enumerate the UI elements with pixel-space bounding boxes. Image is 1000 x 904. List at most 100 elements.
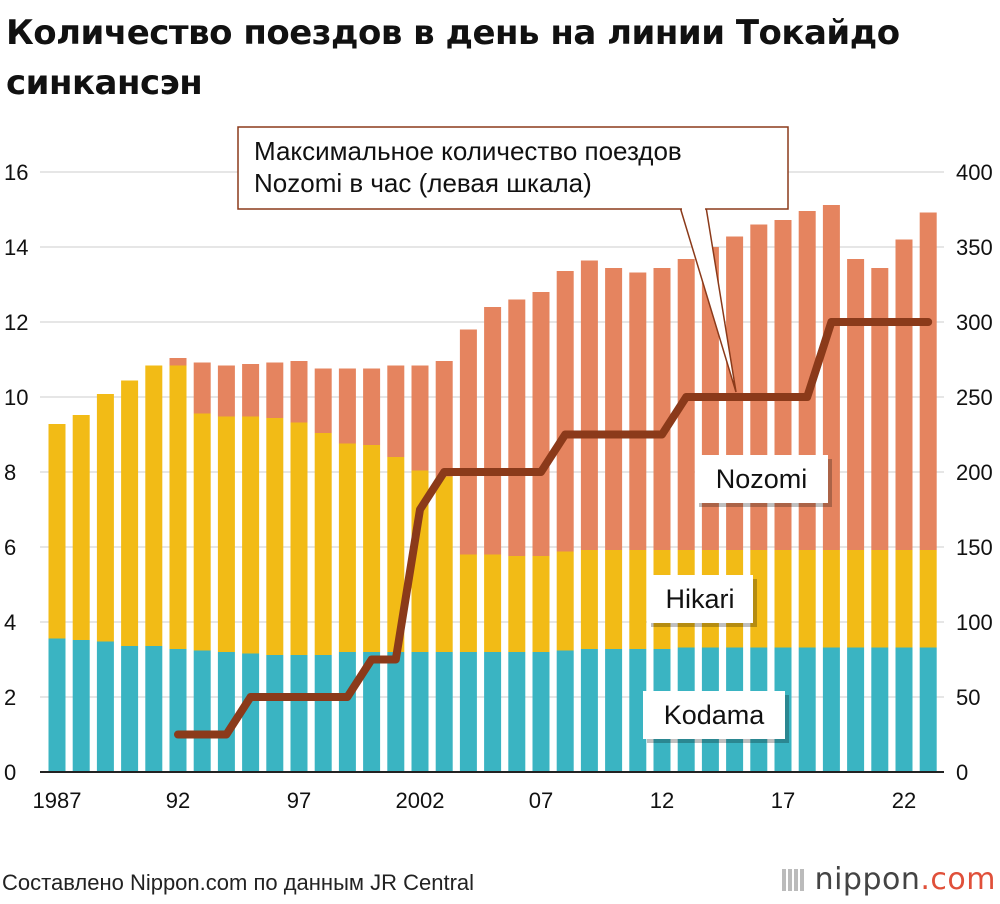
bar-hikari-2004 [459,554,477,652]
bar-hikari-1995 [242,416,260,654]
bar-hikari-1993 [193,413,211,651]
bar-hikari-2019 [822,550,840,648]
bar-nozomi-1998 [314,368,332,433]
bar-hikari-2006 [508,556,526,652]
logo-suffix: .com [920,862,996,897]
bar-hikari-2009 [580,550,598,649]
right-tick-label: 300 [956,310,993,335]
annotation-pointer-joint [682,206,705,210]
bar-kodama-2003 [435,652,453,772]
bar-nozomi-2013 [677,259,695,550]
bar-nozomi-2021 [871,268,889,550]
bar-kodama-1992 [169,649,187,772]
bar-nozomi-2020 [847,259,865,550]
series-label-kodama: Kodama [664,700,766,730]
bar-kodama-1994 [217,652,235,772]
right-tick-label: 400 [956,160,993,185]
x-tick-label: 92 [166,788,190,813]
bar-nozomi-2010 [605,268,623,550]
bar-nozomi-2002 [411,365,429,471]
left-tick-label: 10 [4,385,28,410]
left-tick-label: 2 [4,685,16,710]
bar-hikari-2021 [871,550,889,648]
series-label-box-hikari [647,575,753,623]
annotation-text-line: Максимальное количество поездов [254,136,682,166]
bar-kodama-1990 [121,646,139,772]
bar-kodama-1988 [72,640,90,772]
bar-kodama-1993 [193,650,211,772]
x-tick-label: 1987 [33,788,82,813]
bar-nozomi-1996 [266,362,284,418]
right-tick-label: 150 [956,535,993,560]
series-label-hikari: Hikari [665,584,734,614]
bar-nozomi-2012 [653,268,671,550]
bar-hikari-2007 [532,556,550,652]
bar-kodama-1999 [338,652,356,772]
bar-nozomi-2011 [629,272,647,550]
right-tick-label: 0 [956,760,968,785]
bar-kodama-1991 [145,646,163,772]
bar-kodama-1998 [314,655,332,772]
right-tick-label: 100 [956,610,993,635]
logo: nippon.com [781,862,996,897]
bar-nozomi-2003 [435,361,453,477]
bar-kodama-1995 [242,653,260,772]
bar-hikari-2011 [629,550,647,649]
bar-nozomi-1992 [169,358,187,366]
right-tick-label: 200 [956,460,993,485]
annotation-text-line: Nozomi в час (левая шкала) [254,168,592,198]
annotation-box [237,126,789,210]
series-label-nozomi: Nozomi [716,464,808,494]
right-tick-label: 350 [956,235,993,260]
left-tick-label: 6 [4,535,16,560]
bar-hikari-2023 [919,550,937,648]
bar-hikari-1989 [96,394,114,642]
bar-hikari-1997 [290,422,308,655]
bar-kodama-2010 [605,649,623,772]
bar-kodama-2022 [895,647,913,772]
bar-nozomi-1994 [217,365,235,417]
bar-kodama-2004 [459,652,477,772]
left-tick-label: 0 [4,760,16,785]
bar-nozomi-2008 [556,271,574,552]
bar-kodama-1996 [266,655,284,772]
chart-title: Количество поездов в день на линии Токай… [6,13,900,103]
bar-hikari-2017 [774,550,792,648]
bar-hikari-1999 [338,443,356,652]
bar-kodama-2009 [580,649,598,772]
bar-kodama-2011 [629,649,647,772]
x-tick-label: 12 [650,788,674,813]
bar-hikari-1991 [145,365,163,646]
x-tick-label: 07 [529,788,553,813]
bar-hikari-2005 [484,554,502,652]
left-tick-label: 14 [4,235,28,260]
bar-kodama-2019 [822,647,840,772]
bar-hikari-1988 [72,415,90,640]
bar-nozomi-1995 [242,364,260,417]
right-tick-label: 50 [956,685,980,710]
bar-nozomi-2005 [484,307,502,555]
bar-nozomi-2007 [532,292,550,556]
x-tick-label: 22 [892,788,916,813]
bar-hikari-2000 [363,445,381,652]
bar-nozomi-2023 [919,212,937,550]
bar-hikari-2001 [387,457,405,652]
bar-nozomi-1993 [193,362,211,414]
series-label-box-kodama [643,691,785,739]
bar-hikari-1992 [169,365,187,649]
left-tick-label: 12 [4,310,28,335]
bar-hikari-2010 [605,550,623,649]
bar-kodama-2023 [919,647,937,772]
x-tick-label: 2002 [396,788,445,813]
bar-kodama-1997 [290,655,308,772]
bar-nozomi-2001 [387,365,405,457]
bar-hikari-2020 [847,550,865,648]
series-label-box-nozomi [695,455,828,503]
x-tick-label: 17 [771,788,795,813]
bar-nozomi-2009 [580,260,598,550]
bar-hikari-1990 [121,380,139,646]
bar-hikari-2008 [556,551,574,651]
bar-hikari-1987 [48,424,66,639]
bar-hikari-2016 [750,550,768,648]
bar-kodama-2018 [798,647,816,772]
